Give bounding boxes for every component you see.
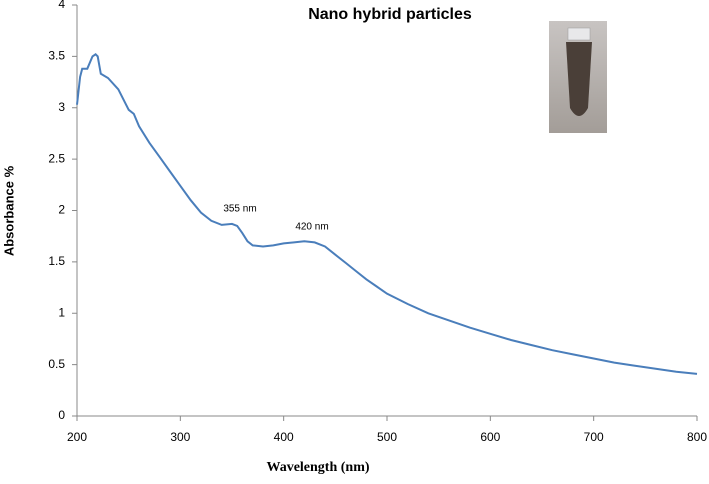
x-tick-label: 500 (377, 430, 397, 444)
x-tick-label: 400 (274, 430, 294, 444)
x-axis-title: Wavelength (nm) (266, 460, 369, 475)
y-tick-label: 3.5 (48, 49, 65, 63)
y-tick-label: 0 (58, 408, 65, 422)
x-tick-label: 700 (584, 430, 604, 444)
data-line (76, 53, 698, 375)
chart-title: Nano hybrid particles (308, 6, 472, 23)
x-tick-label: 800 (687, 430, 707, 444)
x-tick-label: 300 (170, 430, 190, 444)
inset-photo (549, 21, 607, 133)
y-tick-label: 0.5 (48, 357, 65, 371)
y-tick-label: 2 (58, 203, 65, 217)
x-tick-label: 200 (67, 430, 87, 444)
x-tick-label: 600 (480, 430, 500, 444)
annotation: 420 nm (295, 222, 328, 233)
annotation: 355 nm (223, 204, 256, 215)
y-tick-label: 4 (58, 0, 65, 11)
y-tick-label: 2.5 (48, 151, 65, 165)
y-tick-label: 3 (58, 100, 65, 114)
y-axis-title: Absorbance % (1, 165, 16, 256)
y-tick-label: 1.5 (48, 254, 65, 268)
y-tick-label: 1 (58, 305, 65, 319)
